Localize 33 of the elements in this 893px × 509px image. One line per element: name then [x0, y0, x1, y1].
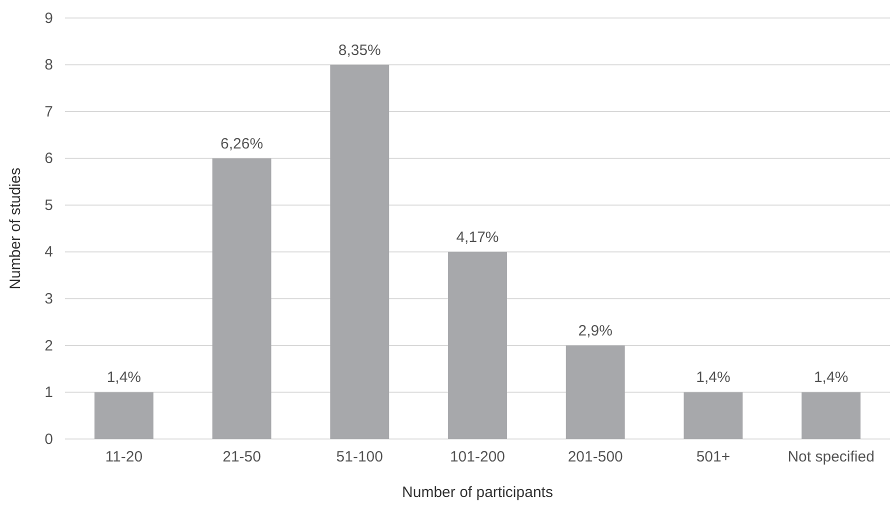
y-tick-label: 3 — [44, 290, 53, 308]
y-tick-label: 5 — [44, 196, 53, 214]
bar — [330, 64, 390, 439]
bar — [448, 252, 507, 439]
y-tick-label: 9 — [44, 10, 53, 27]
x-tick-label: 501+ — [696, 448, 730, 466]
bar — [684, 392, 743, 439]
annotation: 6,26% — [220, 135, 264, 152]
bar — [566, 345, 625, 439]
bar — [802, 392, 861, 439]
y-tick-label: 7 — [44, 103, 53, 120]
x-axis-title: Number of participants — [402, 484, 553, 501]
x-tick-label: Not specified — [788, 448, 874, 466]
annotation: 1,4% — [814, 369, 848, 386]
y-tick-label: 0 — [44, 430, 53, 448]
annotation: 8,35% — [338, 42, 381, 59]
annotation: 1,4% — [696, 369, 730, 386]
annotation: 1,4% — [106, 369, 142, 386]
y-axis-title: Number of studies — [7, 168, 24, 290]
x-tick-label: 101-200 — [450, 448, 506, 466]
bar — [212, 158, 272, 439]
y-tick-label: 6 — [44, 150, 53, 168]
annotation: 4,17% — [456, 228, 499, 246]
y-tick-label: 1 — [44, 384, 53, 402]
y-tick-label: 2 — [44, 337, 53, 354]
bar — [94, 392, 154, 439]
x-tick-label: 21-50 — [222, 448, 261, 466]
y-tick-label: 4 — [44, 244, 53, 261]
y-tick-label: 8 — [44, 56, 53, 74]
x-tick-label: 51-100 — [336, 448, 383, 466]
annotation: 2,9% — [578, 322, 612, 340]
x-tick-label: 11-20 — [105, 448, 143, 466]
x-tick-label: 201-500 — [568, 448, 623, 466]
